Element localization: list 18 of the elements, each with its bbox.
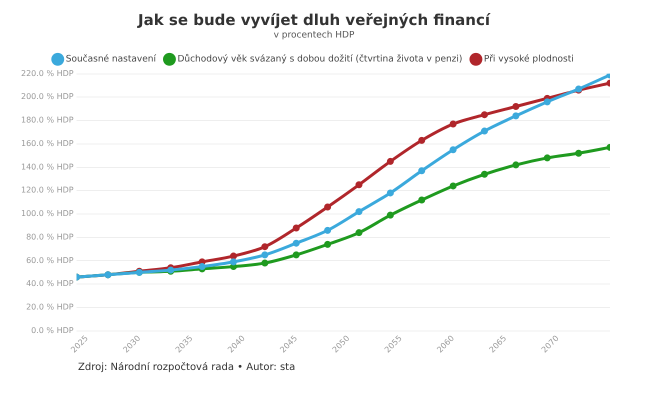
y-tick-label: 120.0 % HDP xyxy=(20,186,74,195)
chart-subtitle: v procentech HDP xyxy=(274,30,355,41)
legend-label: Současné nastavení xyxy=(66,54,156,65)
y-tick-label: 40.0 % HDP xyxy=(26,279,74,288)
legend-label: Důchodový věk svázaný s dobou dožití (čtvrtina života v penzi) xyxy=(177,54,462,65)
y-tick-label: 80.0 % HDP xyxy=(26,232,74,242)
y-tick-label: 20.0 % HDP xyxy=(26,302,74,312)
y-tick-label: 60.0 % HDP xyxy=(26,256,74,265)
chart-title: Jak se bude vyvíjet dluh veřejných financí xyxy=(137,10,491,29)
y-tick-label: 0.0 % HDP xyxy=(31,326,74,335)
y-tick-label: 180.0 % HDP xyxy=(20,116,74,125)
y-tick-label: 200.0 % HDP xyxy=(20,92,74,102)
y-tick-label: 220.0 % HDP xyxy=(20,68,74,78)
y-tick-label: 100.0 % HDP xyxy=(20,209,74,218)
y-tick-label: 140.0 % HDP xyxy=(20,162,74,172)
legend-label: Při vysoké plodnosti xyxy=(484,54,574,65)
text: Zdroj: Národní rozpočtová rada • Autor: sta xyxy=(78,362,296,373)
y-tick-label: 160.0 % HDP xyxy=(20,138,74,148)
